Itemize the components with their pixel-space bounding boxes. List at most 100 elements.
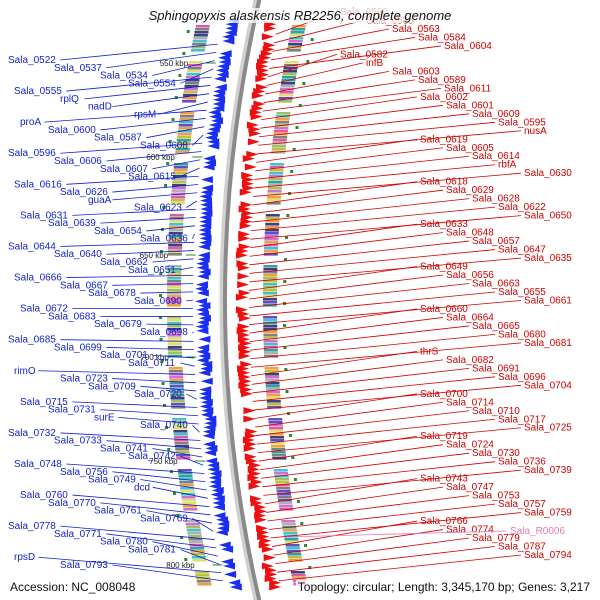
- leader-line-left: [100, 409, 199, 417]
- scale-label: 550 kbp: [160, 59, 189, 68]
- gene-arrow-forward: [248, 470, 261, 478]
- gene-label-right: Sala_0595: [498, 117, 546, 128]
- gene-arrow-forward: [235, 293, 248, 301]
- feature-band-outer: [290, 571, 305, 574]
- marker-dot: [160, 360, 164, 363]
- gene-label-left: Sala_0534: [100, 71, 148, 82]
- gene-label-left: rpsD: [14, 552, 35, 563]
- gene-arrow-reverse: [198, 394, 211, 402]
- gene-label-right: Sala_0629: [446, 185, 494, 196]
- feature-band-inner: [177, 469, 192, 472]
- gene-arrow-forward: [259, 54, 272, 62]
- feature-band-outer: [266, 403, 281, 406]
- feature-band-outer: [286, 547, 301, 550]
- leader-line-right: [278, 554, 522, 582]
- summary-text: Topology: circular; Length: 3,345,170 bp…: [295, 580, 592, 594]
- feature-band-inner: [168, 232, 183, 235]
- leader-line-right: [263, 79, 416, 103]
- leader-line-left: [152, 258, 194, 263]
- feature-band-inner: [173, 427, 188, 430]
- feature-band-outer: [265, 214, 280, 217]
- scale-label: 650 kbp: [140, 251, 169, 260]
- feature-band-outer: [288, 559, 303, 562]
- gene-arrow-reverse: [196, 306, 209, 314]
- leader-line-right: [258, 435, 418, 462]
- leader-line-right: [249, 300, 522, 325]
- leader-line-left: [66, 175, 199, 185]
- gene-label-left: Sala_0666: [14, 273, 62, 284]
- leader-line-left: [84, 85, 211, 100]
- feature-band-outer: [271, 454, 286, 457]
- feature-band-inner: [192, 40, 207, 43]
- gene-label-right: Sala_0601: [446, 100, 494, 111]
- gene-arrow-reverse: [205, 134, 218, 142]
- feature-band-outer: [291, 28, 306, 31]
- feature-band-inner: [182, 505, 197, 508]
- gene-arrow-reverse: [214, 75, 227, 83]
- feature-band-inner: [180, 490, 195, 493]
- gene-arrow-forward: [264, 575, 277, 583]
- gene-label-right: Sala_0619: [420, 134, 468, 145]
- gene-label-right: Sala_0759: [524, 508, 572, 519]
- leader-line-right: [274, 20, 364, 44]
- feature-band-inner: [167, 322, 182, 325]
- gene-label-right: Sala_0663: [472, 279, 520, 290]
- gene-arrow-reverse: [222, 37, 235, 45]
- gene-label-left: Sala_0639: [48, 218, 96, 229]
- gene-label-right: Sala_0657: [472, 236, 520, 247]
- gene-arrow-forward: [257, 71, 270, 79]
- gene-label-right: Sala_0630: [524, 168, 572, 179]
- leader-line-right: [267, 54, 338, 78]
- feature-band-inner: [187, 70, 202, 73]
- leader-line-right: [255, 147, 444, 172]
- leader-line-left: [192, 518, 214, 532]
- feature-band-outer: [265, 385, 280, 388]
- gene-arrow-forward: [247, 138, 260, 146]
- gene-label-right: Sala_0743: [420, 474, 468, 485]
- gene-label-left: Sala_0685: [8, 335, 56, 346]
- feature-band-outer: [264, 244, 279, 247]
- feature-band-inner: [179, 115, 194, 118]
- feature-band-inner: [173, 433, 188, 436]
- gene-arrow-forward: [242, 184, 255, 192]
- feature-band-outer: [280, 85, 295, 88]
- feature-band-inner: [190, 49, 205, 52]
- gene-arrow-reverse: [228, 579, 241, 587]
- feature-band-inner: [167, 289, 182, 292]
- leader-line-right: [249, 257, 522, 283]
- gene-label-right: Sala_0696: [498, 372, 546, 383]
- gene-arrow-forward: [263, 554, 276, 562]
- marker-dot: [164, 426, 168, 429]
- leader-line-left: [66, 463, 205, 474]
- gene-arrow-reverse: [207, 142, 220, 150]
- leader-line-left: [186, 299, 194, 302]
- feature-band-inner: [169, 376, 184, 379]
- feature-band-outer: [288, 40, 303, 43]
- gene-label-right: Sala_0647: [498, 245, 546, 256]
- leader-line-left: [106, 250, 194, 255]
- feature-band-outer: [265, 223, 280, 226]
- marker-dot: [159, 272, 163, 275]
- gene-arrow-reverse: [209, 113, 222, 121]
- feature-band-inner: [185, 76, 200, 79]
- feature-band-inner: [181, 496, 196, 499]
- feature-band-inner: [167, 271, 182, 274]
- gene-label-left: Sala_0741: [100, 443, 148, 454]
- feature-band-outer: [263, 283, 278, 286]
- gene-label-right: Sala_0725: [524, 423, 572, 434]
- leader-line-right: [260, 452, 470, 479]
- gene-label-right: Sala_0633: [420, 219, 468, 230]
- gene-arrow-reverse: [198, 230, 211, 238]
- leader-line-left: [72, 208, 197, 216]
- marker-dot: [159, 338, 163, 341]
- leader-line-right: [264, 478, 418, 505]
- gene-arrow-forward: [243, 444, 256, 452]
- leader-line-left: [106, 440, 202, 450]
- marker-dot: [171, 118, 175, 121]
- leader-line-right: [252, 172, 522, 197]
- gene-arrow-forward: [251, 104, 264, 112]
- leader-line-left: [180, 549, 220, 565]
- gene-arrow-forward: [237, 272, 250, 280]
- leader-line-right: [249, 291, 496, 317]
